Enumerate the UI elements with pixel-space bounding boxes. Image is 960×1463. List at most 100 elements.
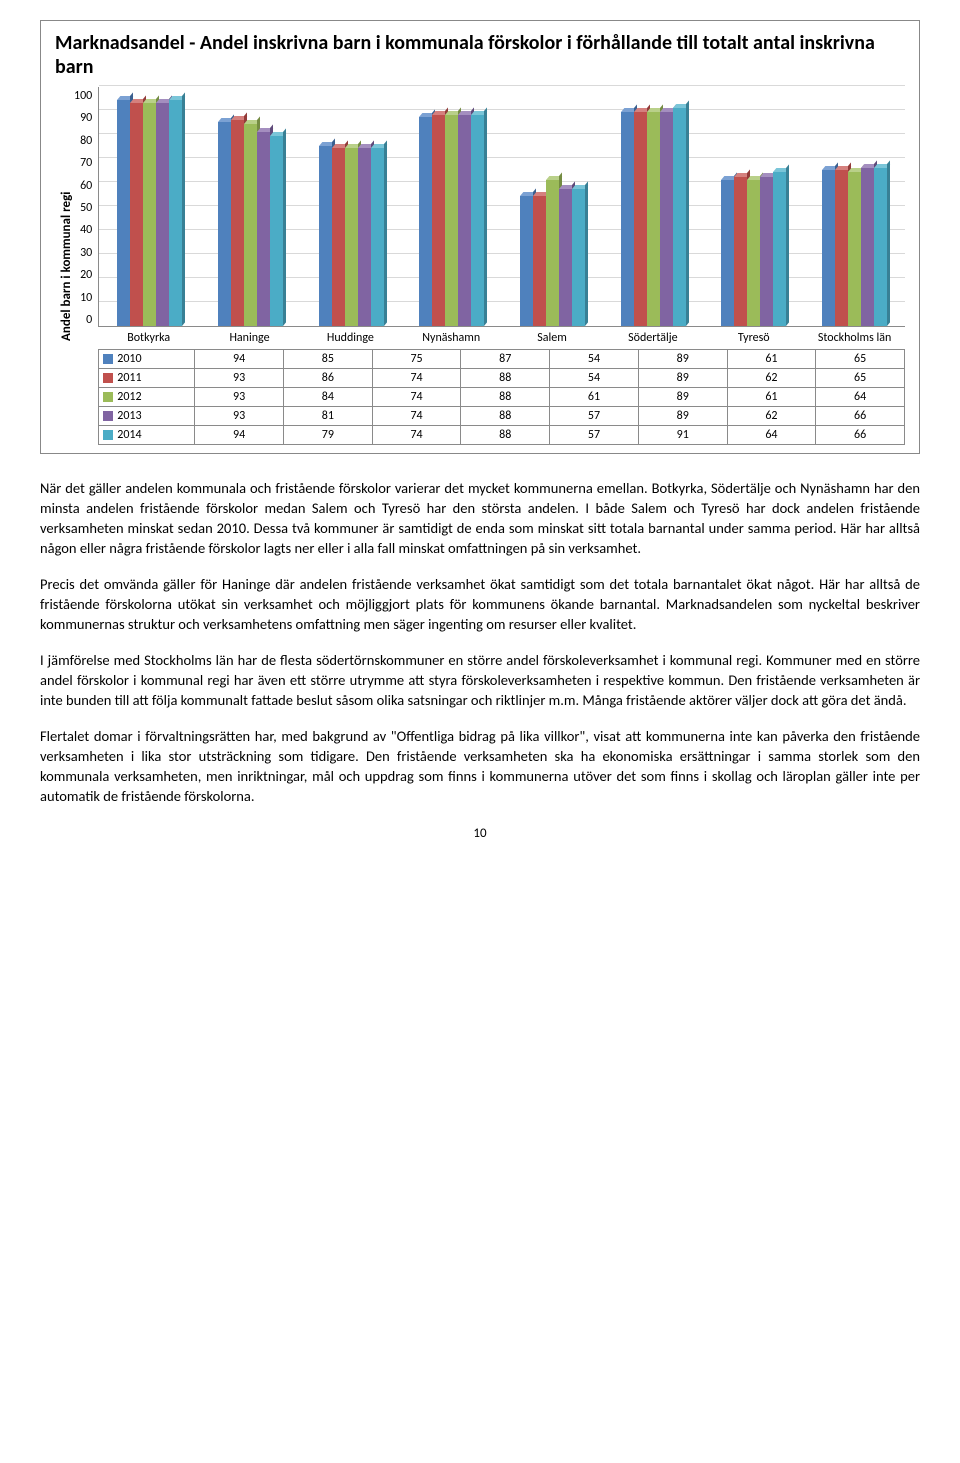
bar	[673, 108, 686, 326]
data-cell: 64	[816, 388, 905, 407]
bar	[848, 172, 861, 326]
data-cell: 93	[195, 407, 284, 426]
chart-body: Andel barn i kommunal regi 0102030405060…	[55, 87, 905, 445]
legend-swatch-icon	[103, 354, 113, 364]
data-cell: 65	[816, 350, 905, 369]
x-tick-label: Stockholms län	[804, 327, 905, 345]
y-tick: 50	[74, 201, 92, 215]
data-cell: 61	[727, 388, 816, 407]
data-cell: 85	[283, 350, 372, 369]
chart-title: Marknadsandel - Andel inskrivna barn i k…	[55, 31, 905, 79]
body-text: När det gäller andelen kommunala och fri…	[40, 478, 920, 806]
bar	[634, 112, 647, 326]
bar-group	[99, 100, 200, 326]
plot-wrap: BotkyrkaHaningeHuddingeNynäshamnSalemSöd…	[98, 87, 905, 445]
table-row: 20139381748857896266	[99, 407, 905, 426]
data-cell: 89	[638, 350, 727, 369]
legend-swatch-icon	[103, 373, 113, 383]
y-tick: 80	[74, 134, 92, 148]
data-cell: 61	[550, 388, 639, 407]
data-cell: 88	[461, 407, 550, 426]
data-cell: 64	[727, 426, 816, 445]
data-cell: 87	[461, 350, 550, 369]
data-cell: 62	[727, 407, 816, 426]
x-tick-label: Tyresö	[703, 327, 804, 345]
data-cell: 61	[727, 350, 816, 369]
bar	[244, 124, 257, 326]
y-tick: 0	[74, 313, 92, 327]
data-cell: 88	[461, 426, 550, 445]
paragraph-1: När det gäller andelen kommunala och fri…	[40, 478, 920, 558]
data-cell: 81	[283, 407, 372, 426]
bar	[822, 170, 835, 326]
bar	[358, 148, 371, 326]
data-cell: 74	[372, 369, 461, 388]
bar	[218, 122, 231, 326]
paragraph-3: I jämförelse med Stockholms län har de f…	[40, 650, 920, 710]
bar	[117, 100, 130, 326]
bar	[861, 168, 874, 326]
gridline	[99, 85, 905, 86]
bar	[533, 196, 546, 326]
chart-data-table: 2010948575875489616520119386748854896265…	[98, 349, 905, 445]
bar	[721, 180, 734, 326]
data-cell: 94	[195, 426, 284, 445]
y-tick: 60	[74, 179, 92, 193]
data-cell: 57	[550, 426, 639, 445]
bar-group	[704, 172, 805, 326]
bar	[647, 112, 660, 326]
x-tick-label: Södertälje	[602, 327, 703, 345]
data-cell: 86	[283, 369, 372, 388]
bar	[432, 115, 445, 326]
paragraph-2: Precis det omvända gäller för Haninge dä…	[40, 574, 920, 634]
y-axis-label: Andel barn i kommunal regi	[55, 87, 74, 445]
data-cell: 54	[550, 369, 639, 388]
bar-group	[502, 180, 603, 326]
bar	[143, 103, 156, 326]
table-row: 20119386748854896265	[99, 369, 905, 388]
legend-swatch-icon	[103, 411, 113, 421]
bar	[747, 180, 760, 326]
data-cell: 74	[372, 388, 461, 407]
bar	[760, 177, 773, 326]
data-cell: 88	[461, 388, 550, 407]
bar	[660, 112, 673, 326]
y-tick: 20	[74, 268, 92, 282]
bar	[874, 168, 887, 326]
bar	[559, 189, 572, 326]
table-row: 20129384748861896164	[99, 388, 905, 407]
bar	[130, 103, 143, 326]
bar	[621, 112, 634, 326]
bar	[169, 100, 182, 326]
y-tick: 30	[74, 246, 92, 260]
data-cell: 79	[283, 426, 372, 445]
bar	[270, 136, 283, 326]
data-cell: 94	[195, 350, 284, 369]
series-label-cell: 2010	[99, 350, 195, 369]
data-cell: 89	[638, 388, 727, 407]
bar	[546, 180, 559, 326]
x-tick-label: Botkyrka	[98, 327, 199, 345]
y-tick: 70	[74, 156, 92, 170]
paragraph-4: Flertalet domar i förvaltningsrätten har…	[40, 726, 920, 806]
data-cell: 93	[195, 388, 284, 407]
data-cell: 66	[816, 426, 905, 445]
y-tick: 10	[74, 291, 92, 305]
data-cell: 66	[816, 407, 905, 426]
data-cell: 89	[638, 407, 727, 426]
bar	[835, 170, 848, 326]
y-tick: 90	[74, 111, 92, 125]
bar	[231, 120, 244, 326]
bar-group	[301, 146, 402, 326]
bar	[371, 148, 384, 326]
bar	[445, 115, 458, 326]
bar	[419, 117, 432, 326]
data-cell: 62	[727, 369, 816, 388]
x-tick-label: Huddinge	[300, 327, 401, 345]
data-cell: 65	[816, 369, 905, 388]
bar	[520, 196, 533, 326]
data-cell: 57	[550, 407, 639, 426]
x-tick-label: Haninge	[199, 327, 300, 345]
bar	[572, 189, 585, 326]
bar	[156, 103, 169, 326]
